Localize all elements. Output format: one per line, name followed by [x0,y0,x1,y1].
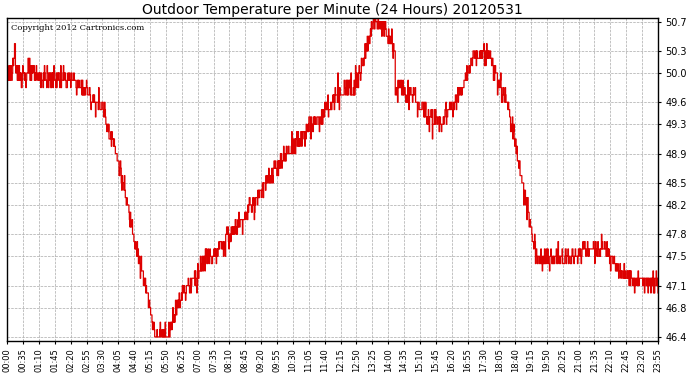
Title: Outdoor Temperature per Minute (24 Hours) 20120531: Outdoor Temperature per Minute (24 Hours… [142,3,523,17]
Text: Copyright 2012 Cartronics.com: Copyright 2012 Cartronics.com [10,24,144,32]
